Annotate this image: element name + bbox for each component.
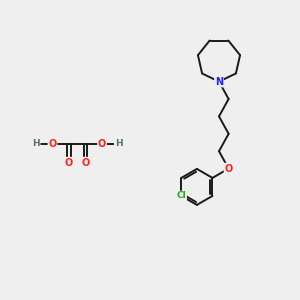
Text: O: O [48, 139, 57, 149]
Text: O: O [98, 139, 106, 149]
Text: H: H [115, 140, 122, 148]
Text: O: O [224, 164, 233, 174]
Text: Cl: Cl [176, 191, 186, 200]
Text: H: H [32, 140, 40, 148]
Text: O: O [65, 158, 73, 168]
Text: O: O [81, 158, 90, 168]
Text: N: N [215, 76, 223, 87]
